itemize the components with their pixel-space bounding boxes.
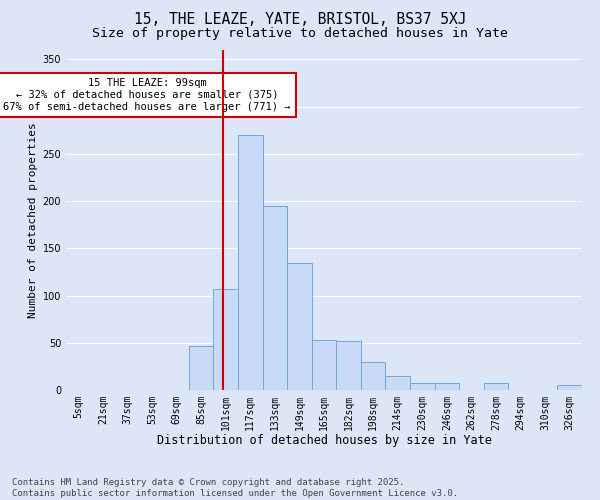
Bar <box>336 341 361 390</box>
Bar <box>410 384 434 390</box>
Bar <box>434 384 459 390</box>
Bar <box>557 386 582 390</box>
Bar <box>189 346 214 390</box>
Bar <box>263 206 287 390</box>
Bar <box>385 376 410 390</box>
Bar <box>484 384 508 390</box>
Text: Size of property relative to detached houses in Yate: Size of property relative to detached ho… <box>92 28 508 40</box>
Text: Contains HM Land Registry data © Crown copyright and database right 2025.
Contai: Contains HM Land Registry data © Crown c… <box>12 478 458 498</box>
Bar <box>312 340 336 390</box>
Text: 15 THE LEAZE: 99sqm
← 32% of detached houses are smaller (375)
67% of semi-detac: 15 THE LEAZE: 99sqm ← 32% of detached ho… <box>4 78 291 112</box>
Bar <box>214 289 238 390</box>
Bar <box>238 135 263 390</box>
Bar <box>361 362 385 390</box>
Text: 15, THE LEAZE, YATE, BRISTOL, BS37 5XJ: 15, THE LEAZE, YATE, BRISTOL, BS37 5XJ <box>134 12 466 28</box>
X-axis label: Distribution of detached houses by size in Yate: Distribution of detached houses by size … <box>157 434 491 448</box>
Bar <box>287 262 312 390</box>
Y-axis label: Number of detached properties: Number of detached properties <box>28 122 38 318</box>
